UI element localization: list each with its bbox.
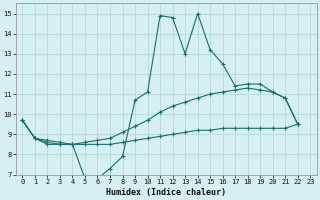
X-axis label: Humidex (Indice chaleur): Humidex (Indice chaleur) (106, 188, 226, 197)
